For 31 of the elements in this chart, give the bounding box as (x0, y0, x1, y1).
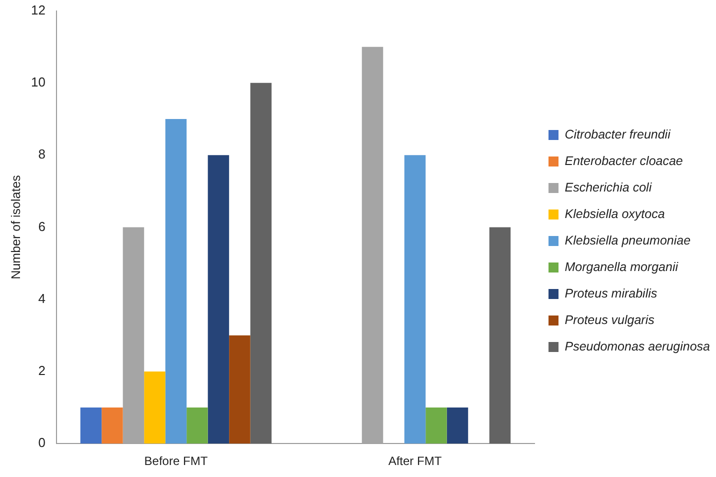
legend-label: Klebsiella pneumoniae (564, 233, 691, 248)
bar (165, 119, 187, 444)
legend-label: Escherichia coli (564, 180, 653, 194)
y-tick-label: 0 (38, 435, 46, 450)
legend-label: Citrobacter freundii (564, 127, 672, 142)
legend-label: Morganella morganii (564, 260, 680, 274)
y-tick-label: 8 (38, 146, 46, 162)
bar (80, 408, 102, 444)
bar (229, 335, 250, 444)
bar (144, 371, 166, 444)
y-tick-label: 6 (38, 218, 46, 234)
y-tick-label: 10 (30, 74, 46, 90)
bar (446, 408, 468, 444)
y-tick-label: 4 (38, 290, 46, 306)
legend-label: Enterobacter cloacae (564, 154, 683, 168)
bar (186, 408, 208, 444)
x-tick-label: After FMT (388, 454, 442, 468)
legend-label: Proteus mirabilis (564, 286, 658, 300)
x-tick-label: Before FMT (144, 454, 208, 468)
y-tick-label: 12 (30, 2, 46, 18)
bar (489, 227, 511, 444)
y-axis-title: Number of isolates (8, 175, 23, 280)
bar (102, 408, 123, 444)
y-tick-label: 2 (38, 363, 46, 378)
legend-label: Klebsiella oxytoca (564, 206, 665, 221)
legend-label: Pseudomonas aeruginosa (564, 339, 710, 354)
legend-label: Proteus vulgaris (564, 312, 654, 327)
bar (404, 155, 426, 444)
bar (426, 408, 447, 444)
bar (208, 155, 230, 444)
bar (250, 82, 272, 444)
